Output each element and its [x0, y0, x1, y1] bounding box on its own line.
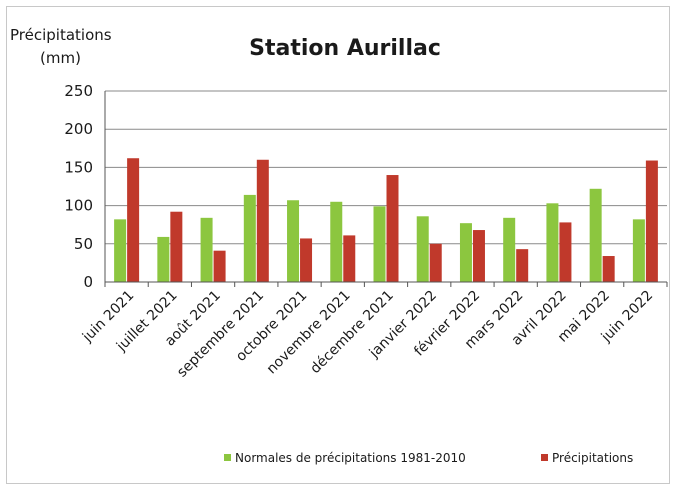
bar-normale: [632, 219, 645, 282]
bar-normale: [459, 223, 472, 282]
bar-normale: [589, 188, 602, 282]
bar-normale: [503, 217, 516, 282]
bar-precipitation: [645, 160, 658, 282]
y-tick-label: 0: [83, 273, 93, 291]
bar-precipitation: [472, 230, 485, 282]
legend-swatch: [541, 454, 548, 461]
y-tick-label: 100: [64, 197, 93, 215]
legend-label: Précipitations: [552, 451, 633, 465]
y-axis-label-line1: Précipitations: [10, 26, 112, 44]
bar-precipitation: [516, 249, 529, 282]
legend-swatch: [224, 454, 231, 461]
y-tick-label: 250: [64, 82, 93, 100]
bar-precipitation: [170, 211, 183, 282]
chart-title: Station Aurillac: [249, 36, 441, 61]
y-tick-label: 50: [74, 235, 93, 253]
y-axis-label-line2: (mm): [40, 49, 81, 67]
y-tick-label: 200: [64, 120, 93, 138]
bar-normale: [287, 200, 300, 282]
bar-precipitation: [602, 256, 615, 282]
bar-normale: [114, 219, 127, 282]
bar-precipitation: [429, 243, 442, 282]
bar-precipitation: [559, 222, 572, 282]
bar-normale: [416, 216, 429, 282]
bar-precipitation: [300, 238, 313, 282]
bar-normale: [373, 206, 386, 282]
bar-precipitation: [213, 250, 226, 282]
legend-label: Normales de précipitations 1981-2010: [235, 451, 466, 465]
bar-precipitation: [386, 175, 399, 282]
y-tick-label: 150: [64, 158, 93, 176]
bar-normale: [200, 217, 213, 282]
bar-normale: [243, 194, 256, 282]
bar-precipitation: [256, 159, 269, 282]
bar-precipitation: [127, 158, 140, 282]
bar-normale: [157, 236, 170, 282]
bar-normale: [330, 201, 343, 282]
bar-normale: [546, 203, 559, 282]
bar-precipitation: [343, 235, 356, 282]
